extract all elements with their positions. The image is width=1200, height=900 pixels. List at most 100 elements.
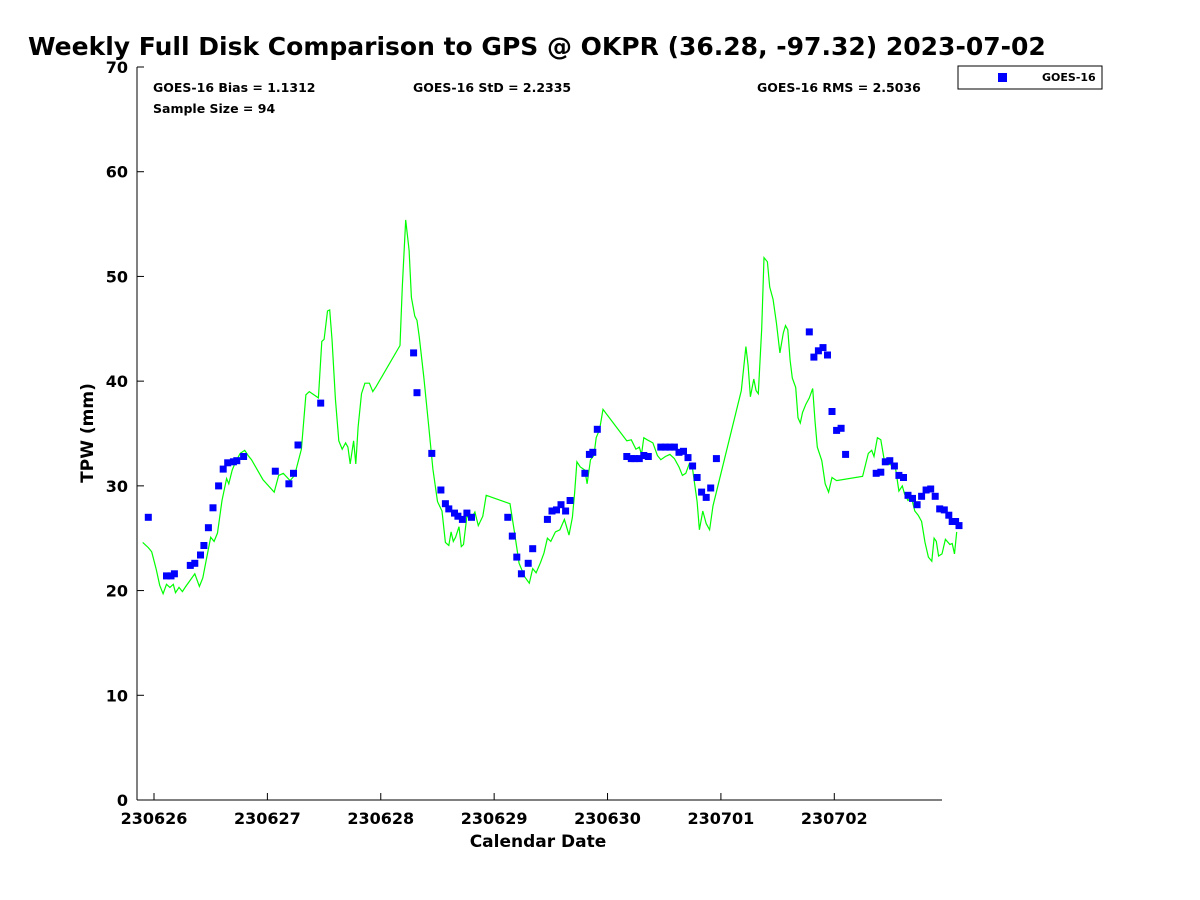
goes16-point [233, 457, 241, 465]
x-tick-label: 230630 [574, 809, 641, 828]
y-tick-label: 20 [106, 582, 128, 601]
series-layer [142, 219, 963, 596]
goes16-point [290, 469, 297, 477]
goes16-point [513, 553, 521, 561]
goes16-point [581, 469, 589, 477]
goes16-point [890, 462, 898, 470]
x-tick-label: 230702 [801, 809, 868, 828]
goes16-point [922, 486, 930, 494]
goes16-point [814, 347, 822, 355]
y-tick-label: 60 [106, 163, 128, 182]
chart-title: Weekly Full Disk Comparison to GPS @ OKP… [28, 32, 1046, 61]
goes16-point [553, 506, 560, 514]
sample-size-stat: Sample Size = 94 [153, 101, 275, 116]
x-axis-label: Calendar Date [470, 832, 607, 852]
goes16-point [680, 447, 687, 455]
goes16-point [200, 542, 208, 549]
goes16-point [707, 484, 715, 492]
goes16-point [557, 501, 565, 509]
goes16-point [437, 486, 445, 494]
goes16-point [693, 474, 701, 481]
goes16-point [805, 328, 813, 336]
goes16-point [702, 493, 710, 501]
goes16-point [657, 443, 665, 451]
goes16-point [240, 453, 248, 460]
goes16-point [413, 389, 421, 397]
goes16-point [441, 500, 449, 508]
legend: GOES-16 [957, 65, 1103, 90]
goes16-point [918, 492, 926, 500]
goes16-point [271, 467, 279, 475]
goes16-point [529, 545, 537, 553]
goes16-point [931, 492, 939, 500]
goes16-point [666, 443, 674, 451]
legend-label-goes16: GOES-16 [1042, 71, 1096, 84]
goes16-point [566, 497, 574, 504]
goes16-point [819, 344, 827, 352]
goes16-point [881, 458, 889, 466]
goes16-point [955, 522, 963, 530]
y-tick-label: 50 [106, 267, 128, 286]
goes16-point [170, 570, 178, 578]
goes16-point [952, 518, 960, 525]
plot-axes [136, 67, 942, 801]
x-ticks: 230626 230627 230628 230629 230630 230701 2307… [121, 793, 868, 828]
legend-box [957, 65, 1103, 90]
y-ticks: 0 10 20 30 40 50 60 70 [106, 58, 144, 810]
goes16-point [824, 351, 831, 359]
goes16-point [204, 524, 212, 532]
goes16-point [698, 488, 706, 496]
goes16-point [458, 515, 466, 523]
rms-stat: GOES-16 RMS = 2.5036 [757, 80, 921, 95]
bias-stat: GOES-16 Bias = 1.1312 [153, 80, 315, 95]
goes16-point [294, 441, 302, 449]
goes16-point [428, 449, 436, 457]
goes16-point [543, 515, 551, 523]
goes16-point [945, 511, 953, 519]
y-tick-label: 30 [106, 477, 128, 496]
goes16-point [670, 443, 678, 451]
goes16-point [631, 455, 639, 463]
goes16-point [900, 474, 907, 481]
goes16-point [936, 505, 944, 513]
goes16-point [623, 453, 631, 460]
goes16-point [927, 485, 935, 493]
y-tick-label: 10 [106, 686, 128, 705]
x-tick-label: 230627 [234, 809, 301, 828]
goes16-point [589, 448, 597, 456]
goes16-point [548, 507, 556, 515]
goes16-point [463, 509, 471, 517]
goes16-point [197, 551, 204, 559]
x-tick-label: 230629 [461, 809, 528, 828]
goes16-point [712, 455, 720, 463]
goes16-point [508, 532, 516, 540]
goes16-point [593, 425, 601, 433]
goes16-point [913, 501, 921, 509]
goes16-point [675, 448, 683, 456]
goes16-point [410, 349, 418, 357]
goes16-point [468, 513, 475, 521]
goes16-point [872, 469, 880, 477]
y-tick-label: 70 [106, 58, 128, 77]
y-tick-label: 40 [106, 372, 128, 391]
goes16-point [877, 468, 885, 476]
goes16-point [640, 452, 648, 459]
goes16-point [454, 512, 462, 520]
goes16-point [661, 443, 669, 451]
goes16-point [833, 426, 841, 434]
goes16-point [445, 505, 453, 513]
gps-series-line [142, 219, 958, 596]
goes16-point [895, 471, 903, 479]
goes16-point [904, 491, 912, 499]
x-tick-label: 230628 [347, 809, 414, 828]
goes16-point [842, 450, 850, 458]
goes16-point [209, 504, 217, 512]
legend-marker-goes16 [998, 73, 1007, 82]
goes16-point [689, 462, 697, 470]
goes16-point [886, 457, 894, 465]
y-tick-label: 0 [117, 791, 128, 810]
goes16-point [524, 559, 532, 567]
goes16-point [562, 507, 570, 515]
goes16-point [224, 459, 232, 467]
